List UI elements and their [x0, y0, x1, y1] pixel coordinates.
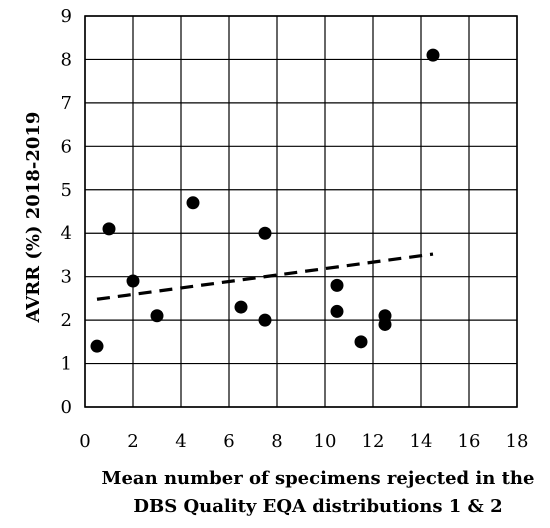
data-point	[426, 48, 440, 62]
data-point	[186, 196, 200, 210]
data-point	[234, 300, 248, 314]
plot-border	[84, 15, 518, 408]
grid-lines	[84, 15, 518, 408]
data-point	[330, 304, 344, 318]
x-tick-label: 2	[127, 431, 138, 452]
x-tick-label: 8	[271, 431, 282, 452]
data-point	[258, 226, 272, 240]
y-tick-label: 4	[61, 223, 72, 244]
y-tick-label: 6	[61, 136, 72, 157]
x-tick-label: 12	[362, 431, 385, 452]
data-point	[378, 317, 392, 331]
y-tick-label: 2	[61, 310, 72, 331]
x-tick-label: 16	[458, 431, 481, 452]
data-point	[258, 313, 272, 327]
x-tick-label: 0	[79, 431, 90, 452]
y-tick-labels: 0 1 2 3 4 5 6 7 8 9	[61, 6, 72, 418]
x-tick-label: 6	[223, 431, 234, 452]
x-tick-label: 10	[314, 431, 337, 452]
x-tick-label: 14	[410, 431, 433, 452]
y-tick-label: 8	[61, 49, 72, 70]
y-tick-label: 7	[61, 93, 72, 114]
data-point	[126, 274, 140, 288]
y-tick-label: 1	[61, 354, 72, 375]
trendline	[96, 252, 434, 301]
y-tick-label: 5	[61, 180, 72, 201]
x-tick-label: 4	[175, 431, 186, 452]
data-point	[90, 339, 104, 353]
trendline-layer	[96, 252, 434, 301]
x-tick-labels: 0 2 4 6 8 10 12 14 16 18	[79, 431, 528, 452]
axis-titles: AVRR (%) 2018-2019 Mean number of specim…	[23, 112, 534, 517]
x-axis-title-line-1: Mean number of specimens rejected in the	[102, 468, 535, 489]
data-point	[150, 309, 164, 323]
y-tick-label: 3	[61, 267, 72, 288]
data-point	[354, 335, 368, 349]
data-point	[102, 222, 116, 236]
y-axis-title: AVRR (%) 2018-2019	[23, 112, 44, 324]
x-tick-label: 18	[506, 431, 529, 452]
y-tick-label: 9	[61, 6, 72, 27]
data-points	[90, 48, 440, 353]
y-tick-label: 0	[61, 397, 72, 418]
x-axis-title-line-2: DBS Quality EQA distributions 1 & 2	[133, 496, 502, 517]
data-point	[330, 278, 344, 292]
